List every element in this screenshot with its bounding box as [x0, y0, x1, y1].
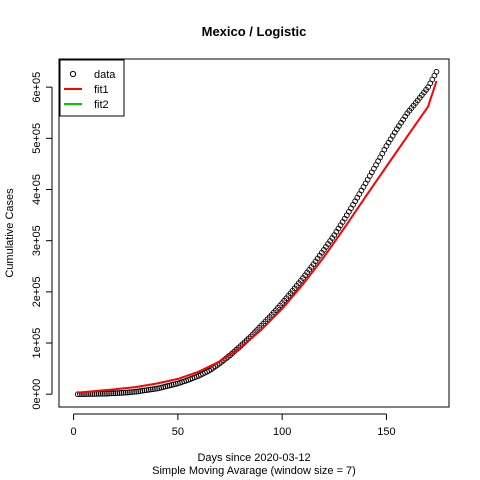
plot-area: [75, 69, 439, 396]
y-tick-label: 0e+00: [31, 379, 43, 410]
y-tick-label: 4e+05: [31, 174, 43, 205]
legend: data fit1 fit2: [60, 60, 124, 116]
legend-label-data: data: [94, 69, 116, 81]
fit-line-fit1: [78, 81, 437, 393]
x-axis-label: Days since 2020-03-12: [197, 452, 310, 464]
y-tick-label: 1e+05: [31, 328, 43, 359]
legend-label-fit2: fit2: [94, 99, 109, 111]
x-tick-label: 150: [377, 426, 395, 438]
x-axis-sublabel: Simple Moving Avarage (window size = 7): [152, 465, 356, 477]
y-axis-label: Cumulative Cases: [4, 188, 16, 278]
x-axis: 0 50 100 150: [71, 414, 396, 438]
data-series: [75, 69, 439, 396]
x-tick-label: 100: [273, 426, 291, 438]
data-point: [434, 69, 439, 74]
x-tick-label: 0: [71, 426, 77, 438]
y-tick-label: 2e+05: [31, 276, 43, 307]
legend-label-fit1: fit1: [94, 84, 109, 96]
chart-title: Mexico / Logistic: [202, 24, 307, 39]
y-tick-label: 5e+05: [31, 123, 43, 154]
x-tick-label: 50: [172, 426, 184, 438]
y-tick-label: 6e+05: [31, 72, 43, 103]
y-tick-label: 3e+05: [31, 225, 43, 256]
y-axis: 0e+00 1e+05 2e+05 3e+05 4e+05 5e+05 6e+05: [31, 72, 52, 410]
